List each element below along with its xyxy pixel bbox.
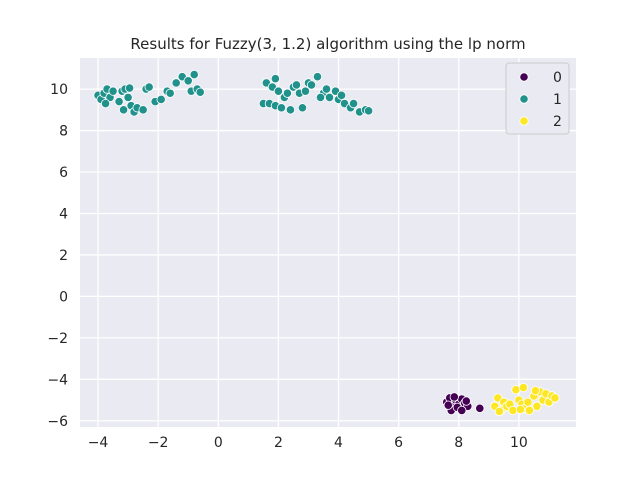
data-point-series-1 <box>324 92 335 102</box>
plot-area <box>80 58 576 427</box>
data-point-series-2 <box>508 405 518 416</box>
data-point-series-1 <box>291 80 302 90</box>
data-point-series-1 <box>306 80 317 90</box>
data-point-series-1 <box>108 86 118 96</box>
data-point-series-2 <box>524 405 535 416</box>
data-point-series-0 <box>443 400 453 410</box>
data-point-series-1 <box>276 103 287 113</box>
chart-title: Results for Fuzzy(3, 1.2) algorithm usin… <box>130 35 525 53</box>
y-tick-label: 2 <box>59 248 68 264</box>
data-point-series-2 <box>515 404 525 414</box>
data-point-series-1 <box>363 106 374 116</box>
data-point-series-1 <box>297 103 308 113</box>
data-point-series-1 <box>336 90 347 100</box>
data-point-series-1 <box>312 72 323 82</box>
x-axis-ticks: −4 −2 0 2 4 6 8 10 <box>88 435 528 451</box>
x-tick-label: −2 <box>148 435 169 451</box>
y-tick-label: −6 <box>47 414 68 430</box>
data-point-series-1 <box>315 92 326 102</box>
data-point-series-1 <box>171 78 181 88</box>
legend-label: 0 <box>553 70 562 86</box>
legend: 0 1 2 <box>505 62 570 135</box>
legend-marker <box>519 116 529 126</box>
x-tick-label: 0 <box>214 435 223 451</box>
data-point-series-1 <box>270 74 280 84</box>
data-point-series-1 <box>273 86 283 96</box>
x-tick-label: −4 <box>88 435 109 451</box>
legend-label: 2 <box>553 114 562 130</box>
data-point-series-2 <box>532 401 542 411</box>
y-tick-label: −2 <box>47 331 68 347</box>
data-point-series-1 <box>156 94 166 105</box>
data-point-series-1 <box>195 87 205 97</box>
y-tick-label: −4 <box>47 372 68 388</box>
data-point-series-1 <box>114 96 124 107</box>
legend-marker <box>519 94 529 104</box>
data-point-series-2 <box>530 386 541 396</box>
data-point-series-1 <box>138 105 148 115</box>
y-tick-label: 4 <box>59 206 68 222</box>
data-point-series-2 <box>550 393 560 403</box>
data-point-series-1 <box>118 105 129 115</box>
y-tick-label: 8 <box>59 124 68 140</box>
data-point-series-1 <box>100 99 111 109</box>
data-point-series-2 <box>518 383 528 393</box>
y-axis-ticks: −6 −4 −2 0 2 4 6 8 10 <box>47 82 68 430</box>
x-tick-label: 8 <box>454 435 463 451</box>
y-tick-label: 10 <box>50 82 68 98</box>
data-point-series-0 <box>475 403 485 413</box>
x-tick-label: 6 <box>394 435 403 451</box>
x-tick-label: 2 <box>274 435 283 451</box>
y-tick-label: 0 <box>59 289 68 305</box>
legend-marker <box>519 72 529 82</box>
data-points <box>93 69 560 417</box>
data-point-series-1 <box>348 99 359 109</box>
data-point-series-1 <box>282 88 293 98</box>
data-point-series-1 <box>144 82 154 92</box>
data-point-series-0 <box>461 396 471 406</box>
data-point-series-2 <box>494 406 504 417</box>
data-point-series-0 <box>449 392 459 402</box>
data-point-series-2 <box>511 385 521 395</box>
data-point-series-1 <box>165 88 175 98</box>
data-point-series-1 <box>285 105 296 115</box>
data-point-series-1 <box>321 84 332 94</box>
data-point-series-1 <box>123 92 133 102</box>
data-point-series-1 <box>300 86 311 96</box>
data-point-series-1 <box>183 76 193 86</box>
data-point-series-1 <box>189 69 199 80</box>
y-tick-label: 6 <box>59 165 68 181</box>
x-tick-label: 10 <box>510 435 528 451</box>
legend-label: 1 <box>553 92 562 108</box>
data-point-series-1 <box>125 83 135 93</box>
data-point-series-0 <box>457 405 467 416</box>
x-tick-label: 4 <box>334 435 343 451</box>
